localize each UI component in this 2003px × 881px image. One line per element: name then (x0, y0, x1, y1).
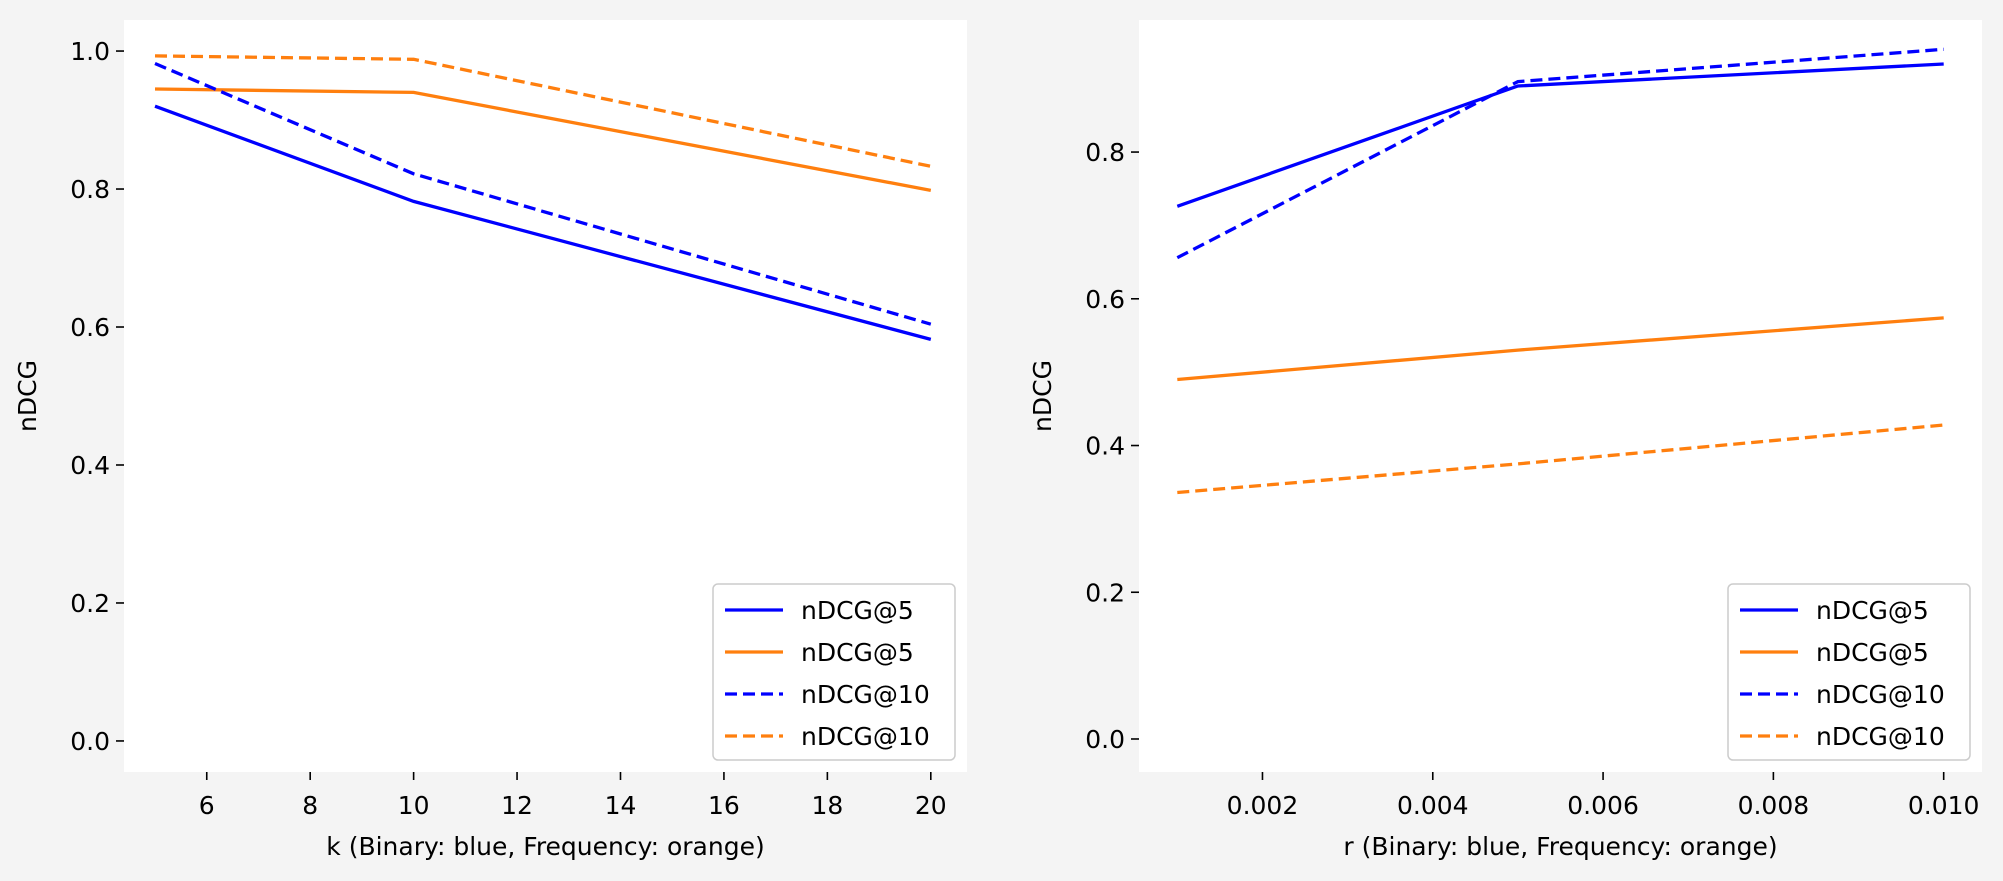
x-tick-label: 8 (302, 791, 318, 820)
legend-label: nDCG@5 (801, 638, 914, 667)
legend: nDCG@5 nDCG@5 nDCG@10 nDCG@10 (712, 583, 956, 761)
y-tick-label: 0.8 (70, 175, 110, 204)
y-tick-label: 0.4 (1085, 432, 1125, 461)
series-line-3 (1176, 47, 1944, 260)
x-tick-label: 18 (811, 791, 843, 820)
legend-label: nDCG@5 (801, 596, 914, 625)
y-tick-label: 0.8 (1085, 138, 1125, 167)
y-axis-label: nDCG (1028, 360, 1057, 432)
series-line-4 (154, 54, 932, 168)
y-tick-label: 1.0 (70, 37, 110, 66)
y-axis-label: nDCG (13, 360, 42, 432)
y-tick-label: 0.0 (1085, 725, 1125, 754)
series-line-3 (154, 61, 932, 326)
legend-box (1727, 583, 1971, 761)
y-tick-label: 0.6 (70, 313, 110, 342)
legend-label: nDCG@5 (1816, 638, 1929, 667)
x-axis-label: k (Binary: blue, Frequency: orange) (326, 832, 764, 861)
x-tick-label: 0.002 (1227, 791, 1299, 820)
legend-label: nDCG@5 (1816, 596, 1929, 625)
series-line-2 (1177, 316, 1944, 382)
x-tick-label: 0.008 (1738, 791, 1810, 820)
legend-label: nDCG@10 (1816, 722, 1945, 751)
legend-label: nDCG@10 (801, 722, 930, 751)
x-tick-label: 12 (501, 791, 533, 820)
x-tick-label: 20 (915, 791, 947, 820)
series-line-1 (154, 104, 932, 341)
x-tick-label: 0.006 (1567, 791, 1639, 820)
x-axis-label: r (Binary: blue, Frequency: orange) (1343, 832, 1777, 861)
y-tick-label: 0.2 (1085, 578, 1125, 607)
legend: nDCG@5 nDCG@5 nDCG@10 nDCG@10 (1727, 583, 1971, 761)
legend-label: nDCG@10 (801, 680, 930, 709)
x-tick-label: 16 (708, 791, 740, 820)
x-tick-label: 14 (605, 791, 637, 820)
x-tick-label: 0.010 (1908, 791, 1980, 820)
series-line-4 (1177, 423, 1944, 495)
y-tick-label: 0.2 (70, 589, 110, 618)
x-tick-label: 6 (199, 791, 215, 820)
y-tick-label: 0.6 (1085, 285, 1125, 314)
series-line-2 (154, 87, 932, 193)
x-tick-label: 0.004 (1397, 791, 1469, 820)
chart-panel-1: 0.0 0.2 0.4 0.6 0.8 1.0 6 8 10 12 14 16 18 20 k (Binar… (13, 20, 967, 861)
chart-panel-2: 0.0 0.2 0.4 0.6 0.8 0.002 0.004 0.006 0.008 0.010… (1028, 20, 1982, 861)
legend-box (712, 583, 956, 761)
series-line-1 (1176, 62, 1944, 208)
y-tick-label: 0.0 (70, 727, 110, 756)
legend-label: nDCG@10 (1816, 680, 1945, 709)
x-tick-label: 10 (398, 791, 430, 820)
y-tick-label: 0.4 (70, 451, 110, 480)
